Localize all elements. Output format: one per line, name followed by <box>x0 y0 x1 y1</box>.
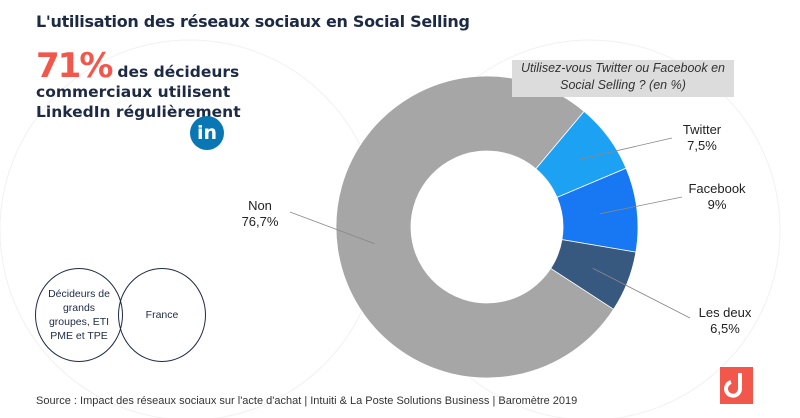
venn-left-label: Décideurs de grands groupes, ETI PME et … <box>48 288 110 342</box>
label-facebook: Facebook 9% <box>682 181 752 213</box>
venn-right: France <box>118 268 206 362</box>
source-note: Source : Impact des réseaux sociaux sur … <box>36 395 578 407</box>
slice-value: 7,5% <box>687 138 717 153</box>
label-les-deux: Les deux 6,5% <box>690 305 760 337</box>
brand-logo <box>720 367 753 404</box>
leader-line <box>289 211 375 245</box>
linkedin-icon: in <box>190 116 224 150</box>
venn-right-label: France <box>145 309 179 321</box>
slice-label: Facebook <box>688 181 746 196</box>
logo-icon <box>724 373 742 398</box>
stat-text: des décideurs commerciaux utilisent Link… <box>36 63 241 121</box>
leader-line <box>578 137 673 160</box>
chart-title: Utilisez-vous Twitter ou Facebook en Soc… <box>512 60 734 97</box>
slice-value: 9% <box>707 197 727 212</box>
page-title: L'utilisation des réseaux sociaux en Soc… <box>36 12 470 31</box>
linkedin-stat: 71% des décideurs commerciaux utilisent L… <box>36 49 256 122</box>
slice-value: 6,5% <box>710 321 740 336</box>
slice-label: Twitter <box>682 122 722 137</box>
slice-label: Les deux <box>698 305 752 320</box>
slice-non <box>335 75 615 379</box>
venn-left: Décideurs de grands groupes, ETI PME et … <box>35 268 123 362</box>
label-twitter: Twitter 7,5% <box>672 122 732 154</box>
label-non: Non 76,7% <box>230 198 290 230</box>
stat-value: 71% <box>36 46 113 86</box>
slice-label: Non <box>248 198 272 213</box>
leader-line <box>599 196 683 215</box>
slice-value: 76,7% <box>241 214 279 229</box>
leader-line <box>592 267 691 319</box>
